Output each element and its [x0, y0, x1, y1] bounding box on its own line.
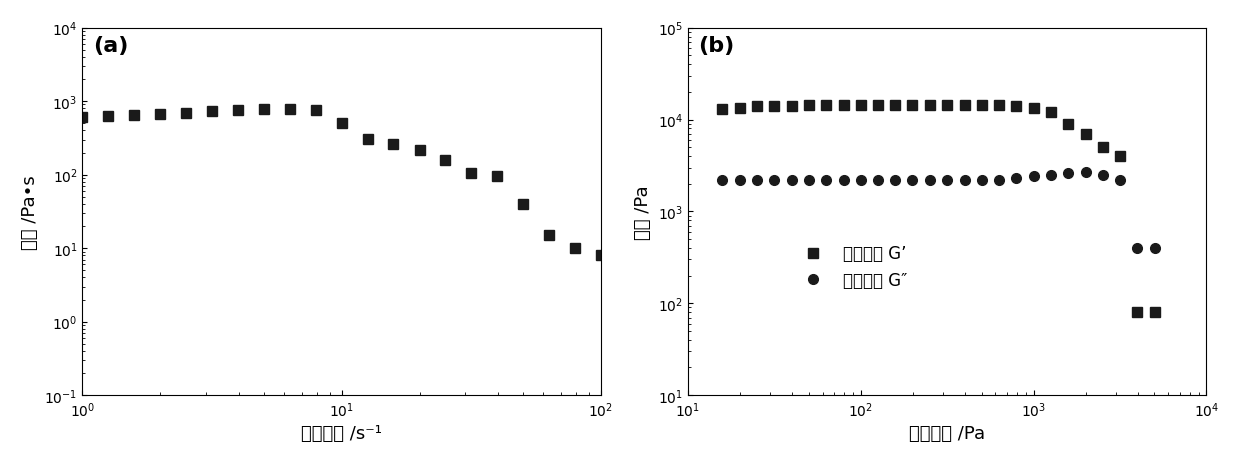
弹性模量 G’: [715, 107, 730, 113]
粘性模量 G″: [801, 178, 816, 183]
粘性模量 G″: [940, 178, 955, 183]
粘性模量 G″: [992, 178, 1007, 183]
弹性模量 G’: [888, 103, 903, 108]
弹性模量 G’: [1044, 110, 1059, 116]
粘性模量 G″: [1112, 178, 1127, 183]
粘性模量 G″: [1078, 169, 1092, 175]
粘性模量 G″: [1009, 176, 1024, 181]
粘性模量 G″: [1095, 173, 1110, 178]
粘性模量 G″: [715, 178, 730, 183]
弹性模量 G’: [940, 103, 955, 108]
粘性模量 G″: [975, 178, 990, 183]
粘性模量 G″: [1060, 171, 1075, 177]
Legend: 弹性模量 G’, 粘性模量 G″: 弹性模量 G’, 粘性模量 G″: [790, 238, 914, 296]
粘性模量 G″: [836, 178, 851, 183]
弹性模量 G’: [818, 103, 833, 108]
粘性模量 G″: [870, 178, 885, 183]
弹性模量 G’: [1027, 106, 1042, 111]
Y-axis label: 模量 /Pa: 模量 /Pa: [634, 185, 652, 239]
粘性模量 G″: [733, 178, 748, 183]
粘性模量 G″: [1130, 246, 1145, 251]
粘性模量 G″: [853, 178, 868, 183]
粘性模量 G″: [1147, 246, 1162, 251]
弹性模量 G’: [766, 104, 781, 110]
X-axis label: 剪切速率 /s⁻¹: 剪切速率 /s⁻¹: [301, 424, 382, 442]
粘性模量 G″: [766, 178, 781, 183]
弹性模量 G’: [836, 103, 851, 108]
粘性模量 G″: [1044, 173, 1059, 178]
弹性模量 G’: [1147, 310, 1162, 315]
弹性模量 G’: [957, 103, 972, 108]
弹性模量 G’: [1095, 145, 1110, 150]
弹性模量 G’: [975, 103, 990, 108]
X-axis label: 剪切应力 /Pa: 剪切应力 /Pa: [909, 424, 986, 442]
弹性模量 G’: [870, 103, 885, 108]
Y-axis label: 粘度 /Pa•s: 粘度 /Pa•s: [21, 175, 38, 249]
弹性模量 G’: [1112, 154, 1127, 160]
Line: 粘性模量 G″: 粘性模量 G″: [718, 168, 1159, 253]
粘性模量 G″: [1027, 174, 1042, 180]
弹性模量 G’: [1130, 310, 1145, 315]
粘性模量 G″: [888, 178, 903, 183]
粘性模量 G″: [784, 178, 799, 183]
弹性模量 G’: [923, 103, 937, 108]
Text: (a): (a): [93, 36, 128, 56]
Line: 弹性模量 G’: 弹性模量 G’: [718, 100, 1159, 317]
弹性模量 G’: [1078, 131, 1092, 137]
弹性模量 G’: [733, 106, 748, 111]
粘性模量 G″: [957, 178, 972, 183]
Text: (b): (b): [698, 36, 734, 56]
粘性模量 G″: [905, 178, 920, 183]
弹性模量 G’: [784, 104, 799, 109]
弹性模量 G’: [992, 103, 1007, 108]
弹性模量 G’: [750, 104, 765, 110]
弹性模量 G’: [853, 103, 868, 108]
粘性模量 G″: [818, 178, 833, 183]
弹性模量 G’: [1060, 122, 1075, 127]
弹性模量 G’: [905, 103, 920, 108]
粘性模量 G″: [923, 178, 937, 183]
弹性模量 G’: [801, 103, 816, 108]
弹性模量 G’: [1009, 104, 1024, 109]
粘性模量 G″: [750, 178, 765, 183]
